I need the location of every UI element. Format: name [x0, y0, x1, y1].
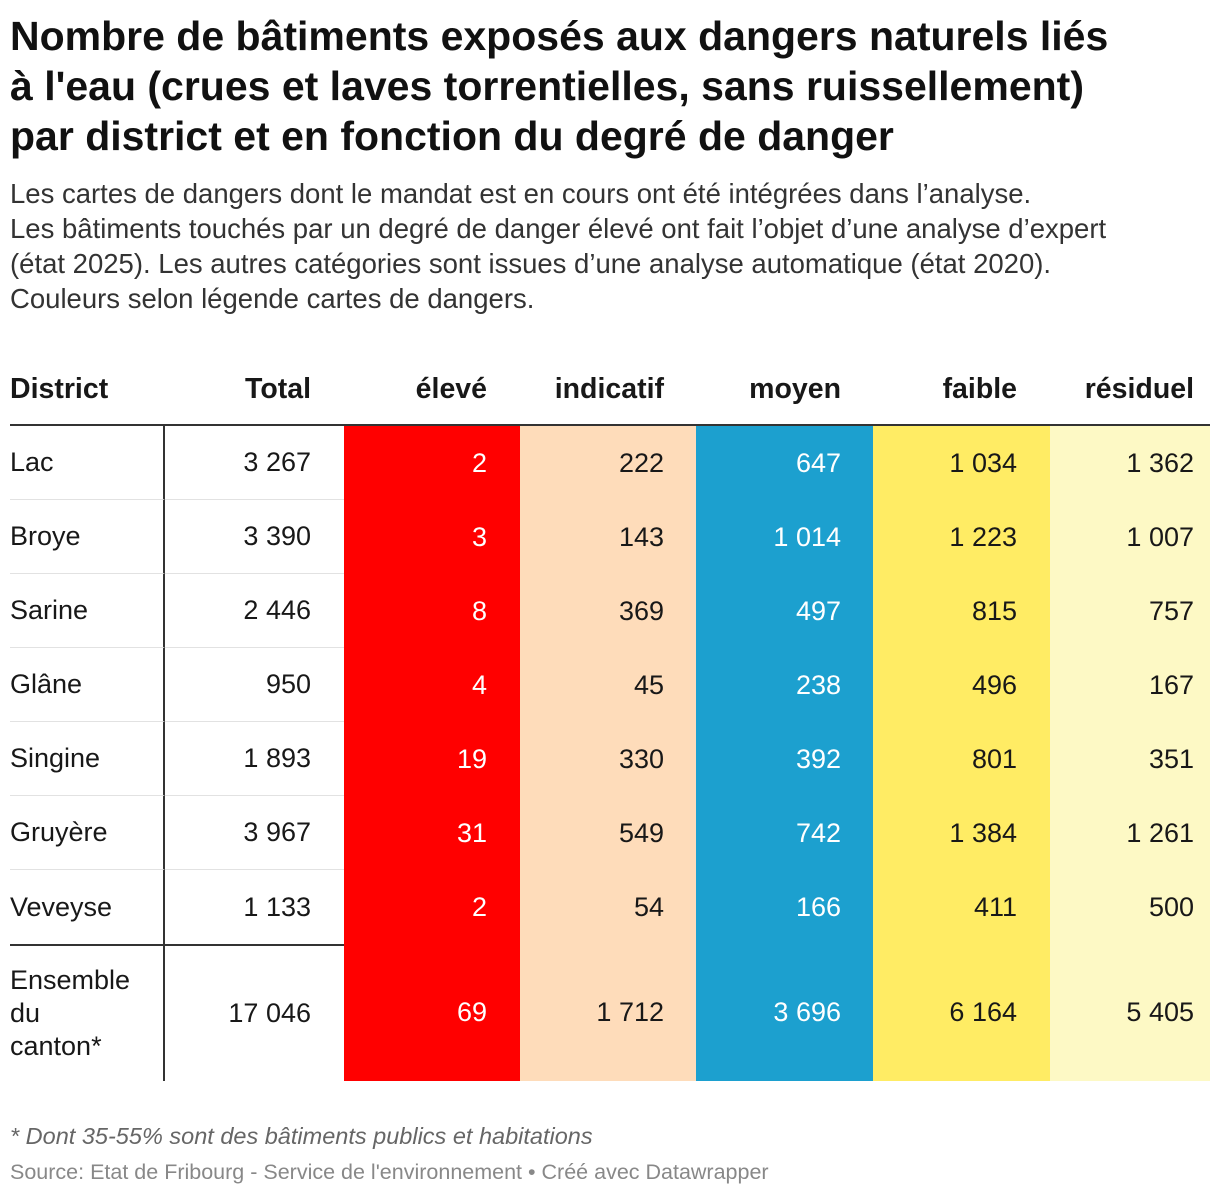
cell-eleve: 19: [344, 722, 520, 796]
cell-indicatif: 45: [520, 648, 696, 722]
chart-title: Nombre de bâtiments exposés aux dangers …: [10, 13, 1109, 159]
cell-residuel: 1 261: [1050, 796, 1210, 870]
footnote: * Dont 35-55% sont des bâtiments publics…: [10, 1123, 593, 1149]
table-row: Lac 3 267 2 222 647 1 034 1 362: [10, 426, 1210, 500]
cell-moyen: 1 014: [696, 500, 873, 574]
cell-district: Ensemble du canton*: [10, 944, 165, 1081]
description-line: Les cartes de dangers dont le mandat est…: [10, 178, 1032, 209]
cell-faible: 801: [873, 722, 1050, 796]
column-header-moyen: moyen: [749, 372, 841, 405]
cell-residuel: 5 405: [1050, 944, 1210, 1081]
cell-indicatif: 222: [520, 426, 696, 500]
cell-faible: 1 384: [873, 796, 1050, 870]
data-table: District Total élevé indicatif moyen faible ré…: [10, 354, 1210, 1081]
cell-indicatif: 330: [520, 722, 696, 796]
cell-eleve: 2: [344, 426, 520, 500]
table-row: Singine 1 893 19 330 392 801 351: [10, 722, 1210, 796]
cell-total: 17 046: [165, 944, 344, 1081]
cell-eleve: 3: [344, 500, 520, 574]
cell-residuel: 1 362: [1050, 426, 1210, 500]
cell-district: Broye: [10, 500, 165, 574]
chart-description: Les cartes de dangers dont le mandat est…: [10, 176, 1140, 316]
table-row: Broye 3 390 3 143 1 014 1 223 1 007: [10, 500, 1210, 574]
cell-faible: 1 034: [873, 426, 1050, 500]
cell-moyen: 3 696: [696, 944, 873, 1081]
cell-eleve: 69: [344, 944, 520, 1081]
cell-eleve: 2: [344, 870, 520, 944]
cell-district: Lac: [10, 426, 165, 500]
cell-moyen: 742: [696, 796, 873, 870]
cell-total: 3 390: [165, 500, 344, 574]
column-header-total: Total: [245, 372, 311, 405]
cell-total: 1 133: [243, 891, 311, 922]
description-line: Couleurs selon légende cartes de dangers…: [10, 283, 535, 314]
cell-indicatif: 369: [520, 574, 696, 648]
cell-residuel: 500: [1050, 870, 1210, 944]
cell-district: Veveyse: [10, 870, 165, 944]
cell-total: 2 446: [165, 574, 344, 648]
cell-faible: 411: [873, 870, 1050, 944]
cell-eleve: 31: [344, 796, 520, 870]
cell-district: Glâne: [10, 648, 165, 722]
cell-total: 3 267: [165, 426, 344, 500]
cell-moyen: 392: [696, 722, 873, 796]
separator-bullet: •: [528, 1160, 536, 1184]
table-row: Sarine 2 446 8 369 497 815 757: [10, 574, 1210, 648]
datawrapper-credit-link[interactable]: Créé avec Datawrapper: [541, 1160, 769, 1184]
cell-indicatif: 549: [520, 796, 696, 870]
cell-faible: 815: [873, 574, 1050, 648]
cell-residuel: 757: [1050, 574, 1210, 648]
cell-total: 1 893: [165, 722, 344, 796]
column-header-residuel: résiduel: [1084, 372, 1194, 405]
cell-indicatif: 143: [520, 500, 696, 574]
table-header-row: District Total élevé indicatif moyen faible ré…: [10, 354, 1210, 426]
cell-residuel: 167: [1050, 648, 1210, 722]
table-total-row: Ensemble du canton* 17 046 69 1 712 3 696 6 1…: [10, 944, 1210, 1081]
total-row-label: Ensemble du canton*: [10, 965, 131, 1061]
cell-district: Singine: [10, 722, 165, 796]
description-line: Les bâtiments touchés par un degré de da…: [10, 213, 1107, 279]
table-row: Gruyère 3 967 31 549 742 1 384 1 261: [10, 796, 1210, 870]
cell-indicatif: 54: [520, 870, 696, 944]
cell-total: 950: [165, 648, 344, 722]
column-header-district: District: [10, 372, 109, 405]
cell-moyen: 166: [696, 870, 873, 944]
cell-indicatif: 1 712: [520, 944, 696, 1081]
cell-residuel: 351: [1050, 722, 1210, 796]
cell-eleve: 4: [344, 648, 520, 722]
source-line: Source: Etat de Fribourg - Service de l'…: [10, 1158, 769, 1186]
cell-faible: 496: [873, 648, 1050, 722]
cell-district: Sarine: [10, 574, 165, 648]
table-row: Glâne 950 4 45 238 496 167: [10, 648, 1210, 722]
column-header-indicatif: indicatif: [554, 372, 664, 405]
cell-moyen: 497: [696, 574, 873, 648]
cell-moyen: 238: [696, 648, 873, 722]
cell-total: 3 967: [165, 796, 344, 870]
cell-district: Gruyère: [10, 796, 165, 870]
column-header-faible: faible: [942, 372, 1017, 405]
cell-faible: 6 164: [873, 944, 1050, 1081]
table-row: Veveyse 1 133 2 54 166 411 500: [10, 870, 1210, 944]
cell-eleve: 8: [344, 574, 520, 648]
source-label: Source:: [10, 1160, 85, 1184]
cell-moyen: 647: [696, 426, 873, 500]
column-header-eleve: élevé: [415, 372, 487, 405]
cell-residuel: 1 007: [1050, 500, 1210, 574]
cell-faible: 1 223: [873, 500, 1050, 574]
source-name: Etat de Fribourg - Service de l'environn…: [90, 1160, 523, 1184]
